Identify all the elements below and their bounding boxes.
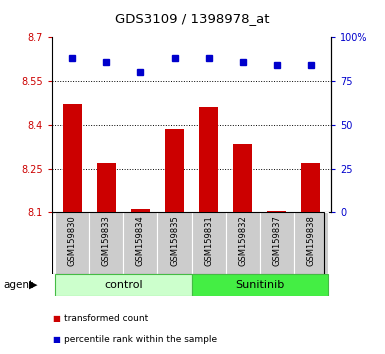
Text: GDS3109 / 1398978_at: GDS3109 / 1398978_at (115, 12, 270, 25)
Text: GSM159834: GSM159834 (136, 215, 145, 266)
Text: Sunitinib: Sunitinib (235, 280, 284, 290)
Text: control: control (104, 280, 143, 290)
Text: GSM159831: GSM159831 (204, 215, 213, 266)
Text: ▶: ▶ (28, 280, 37, 290)
Text: GSM159830: GSM159830 (68, 215, 77, 266)
Text: agent: agent (4, 280, 34, 290)
Text: GSM159835: GSM159835 (170, 215, 179, 266)
Bar (267, 211, 286, 212)
Bar (294, 212, 328, 274)
Bar (55, 212, 89, 274)
Text: GSM159837: GSM159837 (272, 215, 281, 266)
Bar (89, 212, 124, 274)
Text: GSM159833: GSM159833 (102, 215, 111, 266)
Text: GSM159838: GSM159838 (306, 215, 315, 266)
Text: GSM159832: GSM159832 (238, 215, 247, 266)
Bar (301, 163, 320, 212)
Bar (165, 129, 184, 212)
Bar (97, 163, 116, 212)
Text: ■: ■ (52, 335, 60, 344)
Text: percentile rank within the sample: percentile rank within the sample (64, 335, 217, 344)
Bar (233, 144, 252, 212)
Bar (157, 212, 192, 274)
Text: transformed count: transformed count (64, 314, 148, 323)
Bar (124, 212, 157, 274)
Bar (55, 274, 192, 296)
Bar (131, 210, 150, 212)
Text: ■: ■ (52, 314, 60, 323)
Bar (192, 212, 226, 274)
Bar (192, 274, 328, 296)
Bar (226, 212, 259, 274)
Bar (63, 104, 82, 212)
Bar (259, 212, 294, 274)
Bar (199, 107, 218, 212)
